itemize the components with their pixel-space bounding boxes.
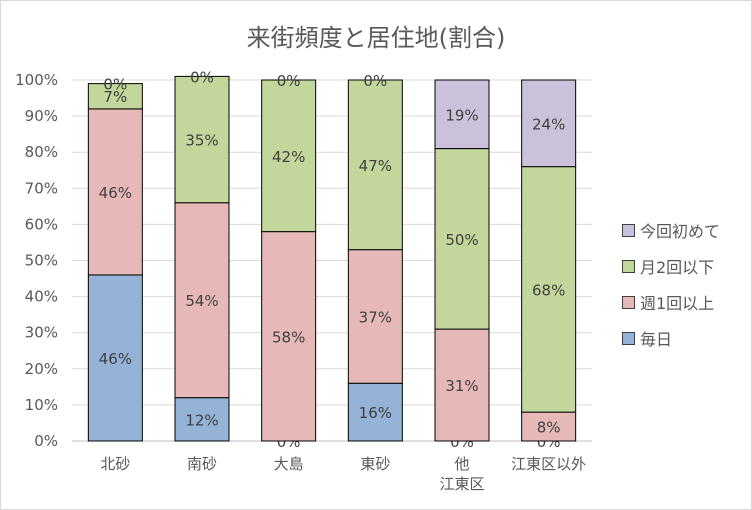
bar-segment (261, 231, 317, 442)
legend-label: 週1回以上 (640, 294, 715, 313)
legend-label: 今回初めて (640, 222, 721, 241)
bar-segment (87, 83, 143, 110)
data-label: 58% (272, 328, 305, 346)
y-tick-label: 20% (25, 360, 58, 378)
bar-segment (434, 79, 490, 150)
data-label: 0% (277, 72, 301, 90)
data-label: 46% (99, 350, 132, 368)
data-label: 19% (445, 106, 478, 124)
x-tick-label: 大島 (274, 455, 304, 473)
bar-segment (174, 75, 230, 204)
chart-title: 来街頻度と居住地(割合) (246, 24, 506, 52)
data-label: 0% (103, 76, 127, 94)
data-label: 46% (99, 184, 132, 202)
legend-label: 月2回以下 (640, 258, 715, 277)
bar-segment (261, 79, 317, 233)
bar-segment (87, 108, 143, 276)
y-tick-label: 60% (25, 215, 58, 233)
x-tick-label: 江東区以外 (511, 455, 586, 473)
legend-swatch (622, 296, 635, 309)
bar-segment (174, 202, 230, 399)
y-tick-label: 50% (25, 252, 58, 270)
data-label: 0% (363, 72, 387, 90)
data-label: 24% (532, 115, 565, 133)
y-tick-label: 30% (25, 324, 58, 342)
y-tick-label: 0% (34, 432, 58, 450)
legend-swatch (622, 224, 635, 237)
bar-segment (174, 397, 230, 442)
bar-segment (521, 166, 577, 413)
legend-swatch (622, 332, 635, 345)
bar-segment (347, 249, 403, 384)
x-tick-label: 南砂 (187, 455, 217, 473)
y-tick-label: 100% (15, 71, 58, 89)
data-label: 0% (190, 68, 214, 86)
data-label: 54% (185, 292, 218, 310)
bar-segment (347, 79, 403, 251)
data-label: 68% (532, 281, 565, 299)
bar-segment (434, 328, 490, 442)
bar-segment (521, 79, 577, 168)
data-label: 16% (359, 404, 392, 422)
data-label: 50% (445, 231, 478, 249)
y-tick-label: 40% (25, 288, 58, 306)
legend-label: 毎日 (640, 330, 673, 349)
legend-swatch (622, 260, 635, 273)
data-label: 35% (185, 132, 218, 150)
bar-segment (434, 148, 490, 330)
y-tick-label: 70% (25, 179, 58, 197)
y-tick-label: 80% (25, 143, 58, 161)
y-tick-label: 10% (25, 396, 58, 414)
x-tick-label: 東砂 (360, 455, 390, 473)
data-label: 12% (185, 411, 218, 429)
x-tick-label: 北砂 (100, 455, 130, 473)
data-label: 8% (537, 419, 561, 437)
data-label: 37% (359, 308, 392, 326)
data-label: 7% (103, 88, 127, 106)
bar-segment (347, 382, 403, 442)
bar-segment (87, 274, 143, 442)
y-tick-label: 90% (25, 107, 58, 125)
data-label: 42% (272, 148, 305, 166)
data-label: 47% (359, 157, 392, 175)
data-label: 31% (445, 377, 478, 395)
x-tick-label: 江東区 (439, 475, 484, 493)
x-tick-label: 他 (454, 455, 469, 473)
